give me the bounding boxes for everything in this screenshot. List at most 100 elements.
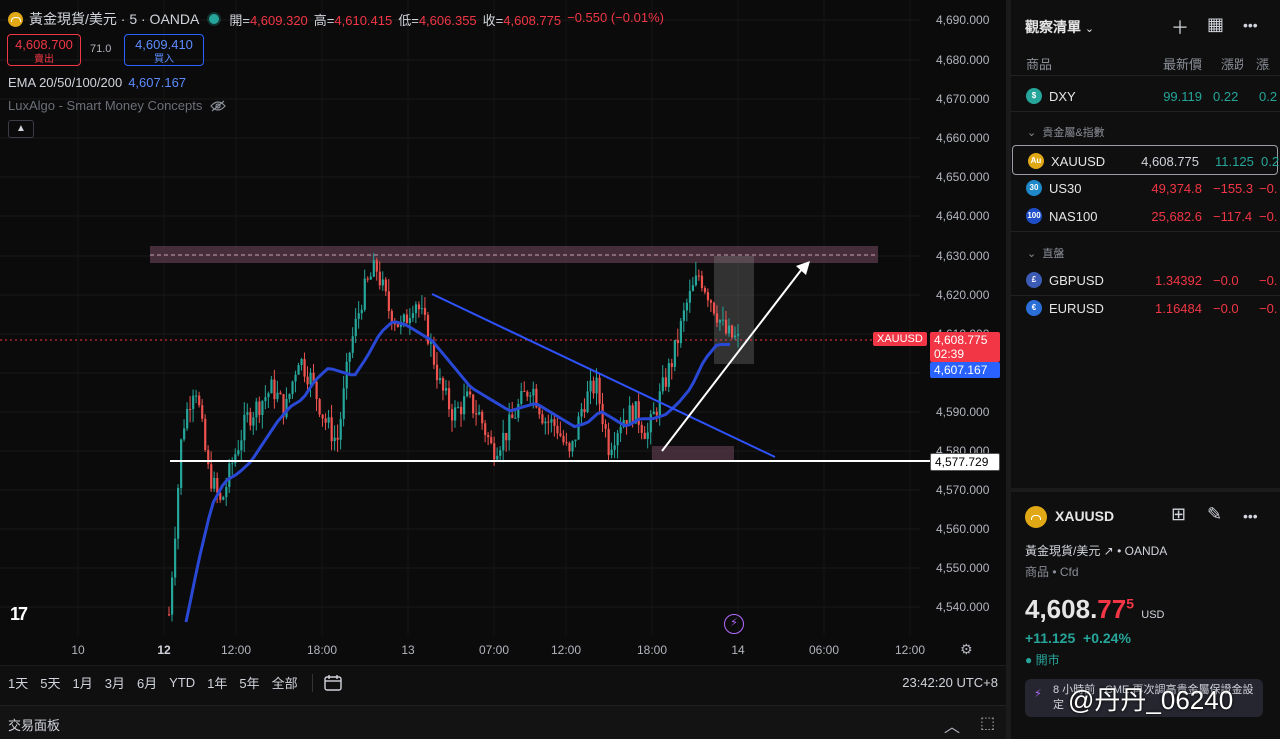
row-divider — [1011, 231, 1280, 232]
news-item[interactable]: ⚡ 8 小時前 · CME 再次調高貴金屬保證金設定 — [1025, 679, 1263, 717]
candle-body — [411, 313, 415, 319]
range-all[interactable]: 全部 — [271, 676, 298, 691]
candle-body — [291, 381, 294, 395]
buy-button[interactable]: 4,609.410 買入 — [124, 34, 204, 66]
smc-legend[interactable]: LuxAlgo - Smart Money Concepts — [8, 98, 227, 113]
range-1m[interactable]: 1月 — [72, 676, 93, 691]
more-icon[interactable]: ••• — [1243, 17, 1258, 33]
candle-body — [685, 302, 689, 311]
range-1d[interactable]: 1天 — [8, 676, 29, 691]
toolbar-divider — [311, 673, 313, 692]
trading-panel-bar[interactable]: 交易面板 ︿ ⬚ — [0, 705, 1006, 739]
candle-body — [592, 380, 595, 394]
detail-symbol[interactable]: XAUUSD — [1055, 508, 1115, 524]
hidden-eye-icon[interactable] — [210, 100, 227, 112]
section-fx[interactable]: ⌄ 直盤 — [1027, 248, 1065, 260]
chevron-up-icon[interactable]: ︿ — [944, 719, 961, 736]
settings-gear-icon[interactable]: ⚙ — [960, 641, 973, 657]
price-axis-label: 4,560.000 — [936, 522, 990, 536]
lightning-icon[interactable]: ⚡ — [724, 614, 744, 634]
time-axis-label: 12:00 — [894, 643, 926, 657]
candle-body — [691, 285, 695, 291]
symbol-title[interactable]: 黃金現貨/美元 · 5 · OANDA — [29, 11, 200, 27]
tradingview-logo[interactable]: 17 — [10, 604, 28, 624]
watchlist-row-gbpusd[interactable]: £ GBPUSD 1.34392 −0.0 −0.05% — [1011, 265, 1280, 295]
support-price-tag: 4,577.729 — [930, 453, 1000, 471]
grid-icon[interactable]: ⊞ — [1171, 504, 1187, 524]
maximize-icon[interactable]: ⬚ — [980, 715, 996, 732]
candle-body — [550, 419, 553, 423]
candle-body — [631, 405, 634, 424]
price-chart[interactable] — [0, 0, 1006, 665]
ema-legend[interactable]: EMA 20/50/100/200 4,607.167 — [8, 75, 187, 90]
watchlist-row-dxy[interactable]: $ DXY 99.119 0.22 0.22% — [1011, 81, 1280, 111]
range-6m[interactable]: 6月 — [136, 676, 158, 691]
candle-body — [667, 363, 670, 387]
watchlist-last: 99.119 — [1163, 89, 1202, 104]
watchlist-row-xauusd[interactable]: Au XAUUSD 4,608.775 11.125 0.24% — [1012, 145, 1279, 175]
watchlist-row-us30[interactable]: 30 US30 49,374.8 −155.3 −0.31% — [1011, 173, 1280, 203]
candle-body — [547, 421, 550, 423]
detail-name[interactable]: 黃金現貨/美元 ↗ • OANDA — [1025, 544, 1168, 558]
candle-body — [472, 394, 475, 414]
more-icon[interactable]: ••• — [1243, 508, 1258, 524]
candle-body — [441, 378, 445, 391]
candle-body — [423, 308, 427, 315]
watchlist-change-pct: −0.06% — [1259, 301, 1277, 316]
candle-body — [556, 425, 559, 434]
candle-body — [294, 374, 297, 382]
price-axis-label: 4,640.000 — [936, 209, 990, 223]
candle-body — [586, 391, 589, 413]
candle-body — [478, 411, 481, 415]
candle-body — [661, 377, 664, 392]
candle-body — [450, 409, 454, 421]
candle-body — [535, 388, 538, 408]
clock[interactable]: 23:42:20 UTC+8 — [902, 675, 998, 690]
change-value: −0.550 (−0.01%) — [567, 9, 664, 25]
chart-panel[interactable]: 黃金現貨/美元 · 5 · OANDA 開=4,609.320 高=4,610.… — [0, 0, 1006, 665]
watchlist-symbol: US30 — [1049, 181, 1082, 196]
candle-body — [333, 437, 336, 442]
candle-body — [279, 392, 282, 395]
candle-body — [381, 279, 384, 286]
candle-body — [249, 412, 252, 426]
candle-body — [168, 614, 171, 616]
watchlist-row-nas100[interactable]: 100 NAS100 25,682.6 −117.4 −0.46% — [1011, 201, 1280, 231]
candle-body — [583, 409, 586, 413]
range-1y[interactable]: 1年 — [207, 676, 228, 691]
candle-body — [619, 427, 622, 434]
add-symbol-icon[interactable]: ＋ — [1171, 18, 1189, 38]
date-range-icon[interactable] — [323, 674, 343, 692]
watchlist-last: 49,374.8 — [1151, 181, 1202, 196]
range-5d[interactable]: 5天 — [40, 676, 61, 691]
watchlist-change-pct: 0.24% — [1261, 154, 1279, 169]
watchlist-title[interactable]: 觀察清單 ⌄ — [1025, 19, 1095, 35]
candle-body — [559, 433, 562, 436]
candle-body — [607, 428, 610, 456]
gold-symbol-icon — [1025, 506, 1047, 528]
candle-body — [276, 392, 279, 400]
candle-body — [414, 304, 418, 314]
candle-body — [475, 413, 478, 415]
range-3m[interactable]: 3月 — [104, 676, 125, 691]
ema-line — [184, 320, 730, 623]
range-5y[interactable]: 5年 — [239, 676, 260, 691]
candle-body — [378, 271, 381, 286]
rally-zone — [714, 256, 754, 364]
edit-icon[interactable]: ✎ — [1207, 504, 1223, 524]
candle-body — [463, 396, 466, 415]
candle-body — [700, 275, 704, 289]
candle-body — [309, 372, 312, 385]
watchlist-change: 11.125 — [1215, 154, 1254, 169]
layout-icon[interactable]: ▦ — [1207, 14, 1225, 34]
panel-splitter[interactable] — [1006, 0, 1011, 739]
section-metals[interactable]: ⌄ 貴金屬&指數 — [1027, 127, 1105, 139]
trading-panel-label[interactable]: 交易面板 — [8, 718, 61, 733]
candlestick-series — [168, 253, 740, 622]
watchlist-row-eurusd[interactable]: € EURUSD 1.16484 −0.0 −0.06% — [1011, 293, 1280, 323]
range-ytd[interactable]: YTD — [169, 675, 196, 690]
sell-button[interactable]: 4,608.700 賣出 — [7, 34, 81, 66]
watchlist-symbol: NAS100 — [1049, 209, 1098, 224]
chart-header[interactable]: 黃金現貨/美元 · 5 · OANDA 開=4,609.320 高=4,610.… — [8, 9, 664, 29]
collapse-legend-button[interactable]: ▲ — [8, 120, 34, 138]
